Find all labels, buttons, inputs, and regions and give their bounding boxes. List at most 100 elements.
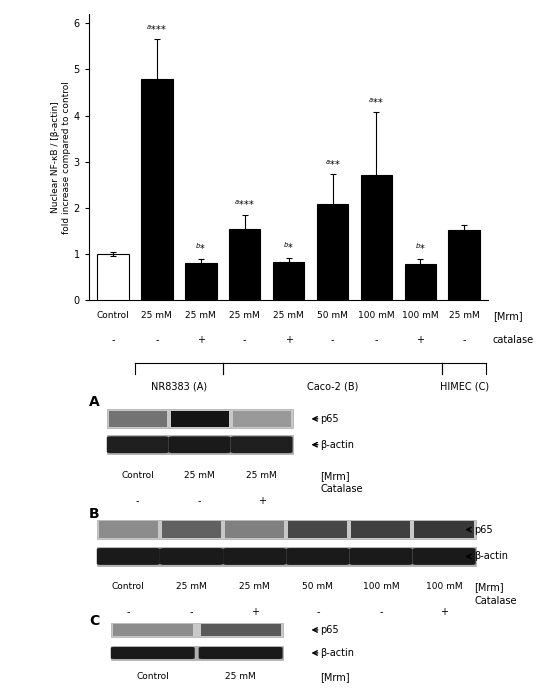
Text: $^{a}$***: $^{a}$*** (234, 199, 255, 209)
Text: catalase: catalase (493, 335, 534, 345)
Text: +: + (416, 335, 425, 345)
Bar (288, 521, 347, 538)
Bar (113, 624, 193, 635)
Text: 25 mM: 25 mM (142, 311, 172, 320)
Bar (317, 204, 349, 301)
Text: p65: p65 (321, 625, 339, 635)
Text: p65: p65 (321, 414, 339, 424)
Text: -: - (331, 335, 334, 345)
Bar (171, 411, 229, 427)
Text: -: - (243, 335, 246, 345)
Bar (233, 411, 291, 427)
FancyBboxPatch shape (286, 548, 349, 565)
Text: -: - (375, 335, 378, 345)
Bar (111, 623, 282, 637)
Bar (109, 411, 166, 427)
Text: 25 mM: 25 mM (185, 311, 216, 320)
Text: Catalase: Catalase (321, 484, 363, 493)
Text: 25 mM: 25 mM (246, 471, 277, 480)
Text: -: - (190, 607, 193, 617)
Text: 25 mM: 25 mM (239, 583, 270, 591)
FancyBboxPatch shape (349, 548, 412, 565)
Bar (351, 521, 411, 538)
Bar (229, 229, 260, 301)
Text: Control: Control (97, 311, 129, 320)
Bar (415, 521, 473, 538)
Text: +: + (440, 607, 448, 617)
Text: 100 mM: 100 mM (426, 583, 462, 591)
Text: [Mrm]: [Mrm] (321, 672, 350, 682)
Text: 100 mM: 100 mM (362, 583, 399, 591)
Text: 25 mM: 25 mM (273, 311, 304, 320)
FancyBboxPatch shape (223, 548, 286, 565)
Bar (185, 263, 216, 301)
Text: β-actin: β-actin (321, 440, 355, 450)
Bar (97, 547, 476, 566)
Text: -: - (155, 335, 159, 345)
Text: $^{b}$*: $^{b}$* (415, 243, 426, 253)
Bar (111, 646, 282, 660)
Text: -: - (316, 607, 320, 617)
Text: HIMEC (C): HIMEC (C) (440, 381, 489, 391)
Text: Caco-2 (B): Caco-2 (B) (307, 381, 358, 391)
Bar (97, 254, 129, 301)
Text: 25 mM: 25 mM (225, 672, 256, 681)
Text: -: - (127, 607, 130, 617)
Text: +: + (258, 496, 266, 506)
FancyBboxPatch shape (231, 436, 292, 453)
Bar (162, 521, 221, 538)
Text: +: + (251, 607, 259, 617)
FancyBboxPatch shape (199, 647, 282, 659)
Text: C: C (89, 614, 99, 628)
Text: -: - (379, 607, 382, 617)
Text: NR8383 (A): NR8383 (A) (151, 381, 207, 391)
Text: Catalase: Catalase (475, 596, 517, 606)
FancyBboxPatch shape (412, 548, 476, 565)
Text: $^{b}$*: $^{b}$* (195, 243, 206, 253)
Text: $^{a}$**: $^{a}$** (369, 97, 385, 106)
Bar (141, 79, 173, 301)
Text: -: - (136, 496, 139, 506)
Text: 25 mM: 25 mM (176, 583, 207, 591)
Bar (107, 435, 292, 454)
Text: 50 mM: 50 mM (302, 583, 333, 591)
Text: 100 mM: 100 mM (358, 311, 395, 320)
Text: 100 mM: 100 mM (402, 311, 438, 320)
Text: -: - (198, 496, 201, 506)
Text: [Mrm]: [Mrm] (475, 583, 504, 592)
Text: Control: Control (137, 672, 169, 681)
Bar (99, 521, 158, 538)
Text: B: B (89, 507, 99, 521)
Text: p65: p65 (475, 525, 493, 535)
Text: -: - (462, 335, 466, 345)
Text: 25 mM: 25 mM (184, 471, 215, 480)
Text: β-actin: β-actin (321, 648, 355, 658)
Text: +: + (197, 335, 205, 345)
Text: +: + (285, 335, 292, 345)
Bar (107, 409, 292, 429)
Bar (201, 624, 281, 635)
Text: $^{b}$*: $^{b}$* (283, 242, 294, 252)
Bar (273, 262, 304, 301)
Text: 25 mM: 25 mM (229, 311, 260, 320)
Text: 25 mM: 25 mM (449, 311, 480, 320)
Bar (361, 175, 392, 301)
Text: $^{a}$**: $^{a}$** (325, 159, 341, 168)
Text: 50 mM: 50 mM (317, 311, 348, 320)
Bar (225, 521, 284, 538)
Text: [Mrm]: [Mrm] (493, 311, 522, 322)
Text: $^{a}$***: $^{a}$*** (147, 24, 167, 34)
FancyBboxPatch shape (97, 548, 160, 565)
FancyBboxPatch shape (111, 647, 195, 659)
FancyBboxPatch shape (107, 436, 169, 453)
Text: [Mrm]: [Mrm] (321, 471, 350, 481)
Bar (97, 520, 476, 539)
Text: β-actin: β-actin (475, 551, 508, 562)
Bar (405, 264, 436, 301)
Y-axis label: Nuclear NF-κB / [β-actin]
fold increase compared to control: Nuclear NF-κB / [β-actin] fold increase … (52, 81, 70, 234)
FancyBboxPatch shape (160, 548, 223, 565)
Bar (448, 230, 480, 301)
FancyBboxPatch shape (169, 436, 231, 453)
Text: Control: Control (112, 583, 145, 591)
Text: A: A (89, 395, 99, 409)
